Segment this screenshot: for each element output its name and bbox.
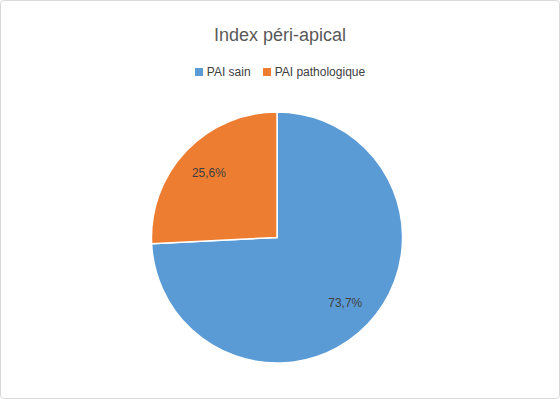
html-text:PAI pathologique: PAI pathologique [274,65,366,79]
html-text:Index péri-apical: Index péri-apical [214,25,346,45]
svg-text:73,7%: 73,7% [328,296,362,310]
svg-text:25,6%: 25,6% [192,166,226,180]
html-text:PAI sain: PAI sain [206,65,251,79]
